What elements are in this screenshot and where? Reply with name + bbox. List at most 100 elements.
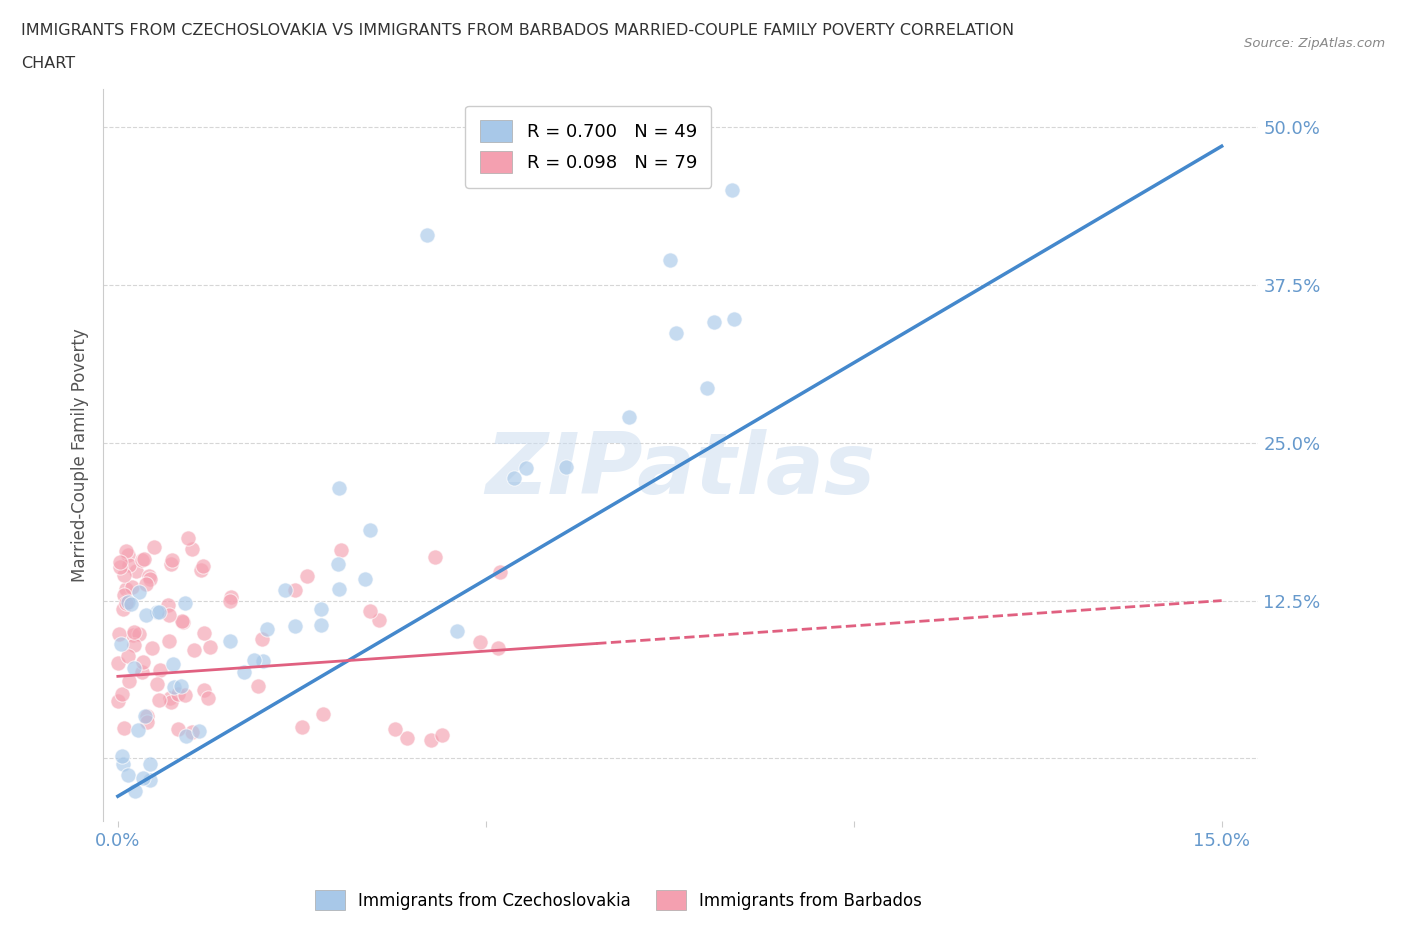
Point <box>193 626 215 641</box>
Point <box>117 648 139 663</box>
Point <box>141 641 163 656</box>
Point <box>174 728 197 743</box>
Text: Source: ZipAtlas.com: Source: ZipAtlas.com <box>1244 37 1385 50</box>
Point <box>446 623 468 638</box>
Point <box>163 679 186 694</box>
Point <box>135 577 157 591</box>
Point <box>187 724 209 738</box>
Point <box>115 596 138 611</box>
Point <box>218 593 240 608</box>
Point <box>125 564 148 578</box>
Point <box>138 568 160 583</box>
Point <box>108 555 131 570</box>
Point <box>246 678 269 693</box>
Point <box>148 604 170 619</box>
Point <box>111 686 134 701</box>
Point <box>136 714 159 729</box>
Point <box>420 733 443 748</box>
Point <box>120 597 142 612</box>
Point <box>131 552 153 567</box>
Point <box>284 583 307 598</box>
Point <box>191 558 214 573</box>
Point <box>115 543 138 558</box>
Point <box>359 523 381 538</box>
Point <box>149 662 172 677</box>
Point <box>157 633 180 648</box>
Point <box>170 678 193 693</box>
Text: ZIPatlas: ZIPatlas <box>485 429 876 512</box>
Point <box>416 227 439 242</box>
Point <box>139 571 162 586</box>
Point <box>502 470 524 485</box>
Point <box>658 252 681 267</box>
Point <box>159 691 181 706</box>
Point <box>121 580 143 595</box>
Point <box>167 721 190 736</box>
Point <box>139 757 162 772</box>
Point <box>107 656 129 671</box>
Point <box>117 767 139 782</box>
Point <box>108 627 131 642</box>
Point <box>384 722 406 737</box>
Point <box>174 688 197 703</box>
Point <box>180 724 202 739</box>
Y-axis label: Married-Couple Family Poverty: Married-Couple Family Poverty <box>72 328 89 582</box>
Point <box>470 634 492 649</box>
Point <box>112 588 135 603</box>
Point <box>330 543 353 558</box>
Point <box>177 530 200 545</box>
Point <box>515 460 537 475</box>
Point <box>124 784 146 799</box>
Point <box>233 664 256 679</box>
Point <box>167 686 190 701</box>
Point <box>117 548 139 563</box>
Point <box>190 563 212 578</box>
Point <box>243 652 266 667</box>
Point <box>132 771 155 786</box>
Point <box>127 723 149 737</box>
Point <box>181 541 204 556</box>
Point <box>139 773 162 788</box>
Point <box>112 567 135 582</box>
Point <box>367 612 389 627</box>
Point <box>157 608 180 623</box>
Point <box>122 660 145 675</box>
Point <box>359 604 381 618</box>
Point <box>146 604 169 619</box>
Point <box>148 693 170 708</box>
Point <box>143 539 166 554</box>
Point <box>111 749 134 764</box>
Point <box>328 481 350 496</box>
Point <box>131 664 153 679</box>
Point <box>723 312 745 326</box>
Point <box>197 691 219 706</box>
Point <box>112 720 135 735</box>
Point <box>183 643 205 658</box>
Text: CHART: CHART <box>21 56 75 71</box>
Point <box>172 614 194 629</box>
Point <box>297 568 319 583</box>
Point <box>156 597 179 612</box>
Point <box>486 640 509 655</box>
Point <box>115 594 138 609</box>
Point <box>284 618 307 633</box>
Point <box>122 627 145 642</box>
Point <box>128 626 150 641</box>
Point <box>135 709 157 724</box>
Point <box>219 590 242 604</box>
Point <box>128 584 150 599</box>
Point <box>250 632 273 647</box>
Point <box>252 653 274 668</box>
Point <box>132 655 155 670</box>
Point <box>193 683 215 698</box>
Point <box>160 695 183 710</box>
Legend: R = 0.700   N = 49, R = 0.098   N = 79: R = 0.700 N = 49, R = 0.098 N = 79 <box>465 106 711 188</box>
Point <box>160 557 183 572</box>
Point <box>354 572 377 587</box>
Point <box>328 581 350 596</box>
Legend: Immigrants from Czechoslovakia, Immigrants from Barbados: Immigrants from Czechoslovakia, Immigran… <box>308 884 929 917</box>
Point <box>124 625 146 640</box>
Point <box>172 615 194 630</box>
Point <box>425 549 447 564</box>
Point <box>256 621 278 636</box>
